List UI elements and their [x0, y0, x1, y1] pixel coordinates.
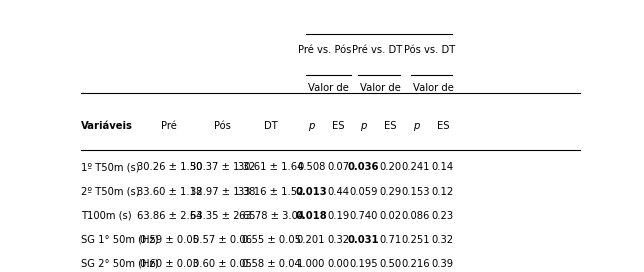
Text: 0.07: 0.07	[327, 162, 349, 172]
Text: 0.59 ± 0.05: 0.59 ± 0.05	[140, 235, 199, 245]
Text: 0.086: 0.086	[402, 211, 430, 221]
Text: 63.35 ± 2.65: 63.35 ± 2.65	[190, 211, 256, 221]
Text: 0.32: 0.32	[327, 235, 349, 245]
Text: ES: ES	[384, 120, 397, 131]
Text: Pós vs. DT: Pós vs. DT	[404, 45, 455, 55]
Text: 0.39: 0.39	[431, 259, 454, 269]
Text: 33.16 ± 1.52: 33.16 ± 1.52	[238, 187, 304, 197]
Text: 0.251: 0.251	[402, 235, 430, 245]
Text: Valor de: Valor de	[361, 83, 401, 93]
Text: Valor de: Valor de	[413, 83, 454, 93]
Text: T100m (s): T100m (s)	[81, 211, 131, 221]
Text: ES: ES	[437, 120, 449, 131]
Text: SG 2° 50m (Hz): SG 2° 50m (Hz)	[81, 259, 158, 269]
Text: 0.00: 0.00	[327, 259, 349, 269]
Text: 0.57 ± 0.06: 0.57 ± 0.06	[193, 235, 252, 245]
Text: p: p	[308, 120, 314, 131]
Text: Valor de: Valor de	[308, 83, 349, 93]
Text: ES: ES	[332, 120, 345, 131]
Text: 0.14: 0.14	[431, 162, 454, 172]
Text: 0.32: 0.32	[431, 235, 454, 245]
Text: 0.013: 0.013	[295, 187, 327, 197]
Text: 0.71: 0.71	[379, 235, 402, 245]
Text: 0.29: 0.29	[379, 187, 402, 197]
Text: 0.44: 0.44	[327, 187, 349, 197]
Text: SG 1° 50m (Hz): SG 1° 50m (Hz)	[81, 235, 158, 245]
Text: 30.61 ± 1.64: 30.61 ± 1.64	[238, 162, 304, 172]
Text: Variáveis: Variáveis	[81, 120, 133, 131]
Text: 32.97 ± 1.38: 32.97 ± 1.38	[190, 187, 256, 197]
Text: p: p	[360, 120, 366, 131]
Text: 0.241: 0.241	[402, 162, 430, 172]
Text: 63.78 ± 3.04: 63.78 ± 3.04	[238, 211, 304, 221]
Text: 1º T50m (s): 1º T50m (s)	[81, 162, 140, 172]
Text: 0.201: 0.201	[297, 235, 325, 245]
Text: p: p	[413, 120, 419, 131]
Text: DT: DT	[264, 120, 278, 131]
Text: 30.26 ± 1.50: 30.26 ± 1.50	[137, 162, 202, 172]
Text: 0.508: 0.508	[297, 162, 325, 172]
Text: 33.60 ± 1.18: 33.60 ± 1.18	[137, 187, 202, 197]
Text: 0.60 ± 0.05: 0.60 ± 0.05	[193, 259, 252, 269]
Text: 0.23: 0.23	[431, 211, 454, 221]
Text: 0.031: 0.031	[348, 235, 379, 245]
Text: 0.740: 0.740	[349, 211, 377, 221]
Text: 63.86 ± 2.54: 63.86 ± 2.54	[137, 211, 202, 221]
Text: 0.216: 0.216	[402, 259, 430, 269]
Text: 0.153: 0.153	[402, 187, 430, 197]
Text: 2º T50m (s): 2º T50m (s)	[81, 187, 140, 197]
Text: 0.195: 0.195	[349, 259, 378, 269]
Text: 0.55 ± 0.05: 0.55 ± 0.05	[242, 235, 301, 245]
Text: Pré: Pré	[162, 120, 177, 131]
Text: Pré vs. DT: Pré vs. DT	[352, 45, 402, 55]
Text: 0.60 ± 0.03: 0.60 ± 0.03	[140, 259, 199, 269]
Text: 0.20: 0.20	[379, 162, 401, 172]
Text: 30.37 ± 1.32: 30.37 ± 1.32	[190, 162, 256, 172]
Text: 0.58 ± 0.04: 0.58 ± 0.04	[242, 259, 301, 269]
Text: 0.018: 0.018	[295, 211, 327, 221]
Text: 0.19: 0.19	[327, 211, 349, 221]
Text: 0.50: 0.50	[379, 259, 401, 269]
Text: Pré vs. Pós: Pré vs. Pós	[298, 45, 351, 55]
Text: 0.036: 0.036	[348, 162, 379, 172]
Text: 0.02: 0.02	[379, 211, 401, 221]
Text: 0.12: 0.12	[431, 187, 454, 197]
Text: 1.000: 1.000	[297, 259, 325, 269]
Text: Pós: Pós	[214, 120, 231, 131]
Text: 0.059: 0.059	[349, 187, 378, 197]
